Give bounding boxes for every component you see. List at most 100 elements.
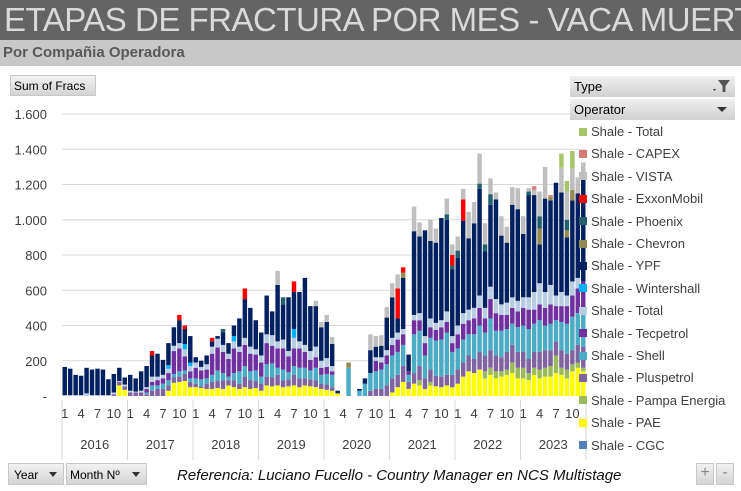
bar-segment-shale-pae	[455, 383, 460, 396]
bar-segment-shale-pae	[297, 387, 302, 396]
bar-segment-shale-pluspetrol	[297, 378, 302, 388]
bar-segment-shale-total	[138, 390, 144, 393]
bar-segment-shale-vista	[531, 189, 537, 196]
sum-of-fracs-field-button[interactable]: Sum of Fracs	[10, 75, 96, 96]
bar-segment-shale-total	[433, 322, 439, 330]
legend-label: Shale - CGC	[591, 437, 665, 453]
bar-segment-shale-pluspetrol	[220, 380, 226, 389]
bar-segment-shale-pluspetrol	[433, 375, 439, 387]
bar-segment-shale-pluspetrol	[548, 350, 553, 367]
bar-segment-shale-ypf	[439, 217, 444, 321]
bar-segment-shale-pae	[493, 378, 499, 396]
bar-segment-shale-shell	[466, 334, 471, 356]
bar-segment-shale-vista	[455, 236, 460, 251]
bar-segment-shale-phoenix	[450, 265, 455, 270]
chart-subtitle: Por Compañia Operadora	[3, 44, 185, 61]
bar-segment-shale-shell	[493, 330, 499, 356]
bar-segment-shale-shell	[559, 321, 564, 351]
bar-segment-shale-tecpetrol	[482, 318, 488, 333]
bar-segment-shale-tecpetrol	[417, 320, 422, 331]
bar-segment-shale-pluspetrol	[253, 381, 258, 389]
bar-segment-shale-ypf	[504, 242, 510, 303]
year-field-button[interactable]: Year	[8, 463, 64, 485]
expand-field-button[interactable]: +	[696, 463, 714, 485]
bar-segment-shale-pluspetrol	[477, 351, 482, 370]
bar-segment-shale-ypf	[335, 390, 340, 394]
bar-segment-shale-ypf	[198, 360, 204, 367]
legend-label: Shale - PAE	[591, 415, 661, 431]
bar-segment-shale-total	[373, 357, 379, 361]
bar-segment-shale-ypf	[499, 235, 504, 305]
bar-segment-shale-pampa-energia	[570, 364, 575, 372]
bar-segment-shale-pluspetrol	[460, 362, 466, 377]
bar-segment-shale-ypf	[275, 284, 280, 342]
bar-segment-shale-ypf	[488, 204, 493, 287]
bar-segment-shale-tecpetrol	[537, 304, 542, 321]
type-filter-button[interactable]: Type	[570, 76, 735, 97]
bar-segment-shale-tecpetrol	[308, 359, 313, 371]
bar-segment-shale-pampa-energia	[553, 355, 559, 374]
bar-segment-shale-ypf	[564, 237, 570, 296]
bar-segment-shale-exxonmobil	[182, 325, 188, 330]
month-field-button[interactable]: Month Nº	[66, 463, 147, 485]
bar-segment-shale-tecpetrol	[390, 344, 395, 356]
bar-segment-shale-tecpetrol	[215, 347, 220, 371]
month-tick-label: 1	[192, 406, 199, 421]
bar-segment-shale-phoenix	[455, 250, 460, 258]
bar-segment-shale-ypf	[117, 367, 122, 382]
bar-segment-shale-ypf	[559, 192, 564, 293]
bar-segment-shale-tecpetrol	[280, 348, 286, 370]
bar-segment-shale-pluspetrol	[379, 388, 384, 396]
bar-segment-shale-phoenix	[220, 329, 226, 333]
bar-segment-shale-tecpetrol	[209, 353, 215, 375]
month-tick-label: 7	[487, 406, 494, 421]
legend-swatch-icon	[579, 239, 587, 248]
bar-segment-shale-pae	[390, 392, 395, 396]
bar-segment-shale-ypf	[166, 343, 171, 366]
bar-segment-shale-pluspetrol	[193, 383, 198, 388]
bar-segment-shale-pampa-energia	[542, 367, 548, 377]
year-label: 2020	[342, 437, 371, 452]
bar-segment-shale-total	[67, 395, 73, 396]
bar-segment-shale-pluspetrol	[570, 350, 575, 365]
bar-segment-shale-tecpetrol	[188, 371, 193, 379]
bar-segment-shale-ypf	[84, 367, 89, 394]
bar-segment-shale-exxonmobil	[400, 267, 406, 273]
bar-segment-shale-vista	[324, 314, 329, 322]
bar-segment-shale-vista	[581, 162, 586, 177]
bar-segment-shale-tecpetrol	[406, 371, 411, 375]
bar-segment-shale-pluspetrol	[111, 394, 117, 396]
bar-segment-shale-vista	[384, 306, 389, 318]
bar-segment-shale-pluspetrol	[542, 350, 548, 368]
operator-field-button[interactable]: Operator	[570, 99, 735, 120]
bar-segment-shale-total	[313, 346, 319, 358]
collapse-field-button[interactable]: -	[716, 463, 734, 485]
bar-segment-shale-ypf	[248, 307, 253, 347]
bar-segment-shale-vista	[329, 336, 335, 345]
bar-segment-shale-pae	[182, 381, 188, 396]
bar-segment-shale-ypf	[329, 344, 335, 367]
bar-segment-shale-vista	[417, 222, 422, 237]
bar-segment-shale-shell	[526, 329, 531, 359]
month-tick-label: 4	[77, 406, 84, 421]
bar-segment-shale-total	[128, 390, 133, 393]
sum-of-fracs-label: Sum of Fracs	[14, 79, 86, 93]
bar-segment-shale-total	[379, 357, 384, 363]
bar-segment-shale-tecpetrol	[319, 367, 324, 375]
bar-segment-shale-wintershall	[188, 362, 193, 367]
bar-segment-shale-tecpetrol	[160, 378, 166, 384]
bar-segment-shale-shell	[548, 323, 553, 351]
bar-segment-shale-pluspetrol	[455, 369, 460, 384]
bar-segment-shale-capex	[548, 195, 553, 197]
month-tick-label: 4	[470, 406, 477, 421]
bar-segment-shale-total	[144, 387, 149, 389]
bar-segment-shale-total-top-	[564, 180, 570, 192]
bar-segment-shale-shell	[182, 370, 188, 374]
bar-segment-shale-vista	[471, 202, 477, 224]
bar-segment-shale-ypf	[515, 209, 520, 301]
bar-segment-shale-ypf	[100, 369, 106, 396]
bar-segment-shale-total	[111, 392, 117, 395]
bar-segment-shale-pluspetrol	[319, 383, 324, 389]
bar-segment-shale-pluspetrol	[575, 344, 581, 363]
bar-segment-shale-exxonmobil	[395, 288, 400, 319]
